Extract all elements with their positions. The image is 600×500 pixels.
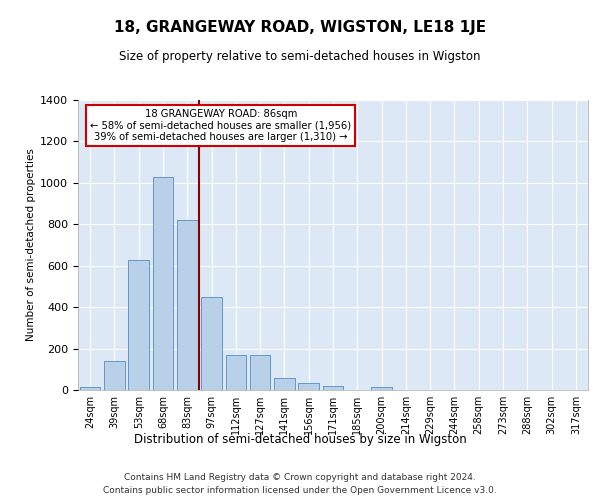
Bar (226, 355, 246, 390)
Bar (298, 383, 319, 390)
Y-axis label: Number of semi-detached properties: Number of semi-detached properties (26, 148, 36, 342)
Bar (371, 387, 392, 390)
Bar (226, 355, 246, 390)
Bar (323, 386, 343, 390)
Bar (250, 355, 271, 390)
Bar (152, 176, 173, 390)
Bar (250, 355, 271, 390)
Bar (201, 297, 222, 390)
Bar (128, 260, 149, 390)
Bar (274, 378, 295, 390)
Bar (298, 383, 319, 390)
Text: 18 GRANGEWAY ROAD: 86sqm
← 58% of semi-detached houses are smaller (1,956)
39% o: 18 GRANGEWAY ROAD: 86sqm ← 58% of semi-d… (90, 108, 352, 142)
Text: 18, GRANGEWAY ROAD, WIGSTON, LE18 1JE: 18, GRANGEWAY ROAD, WIGSTON, LE18 1JE (114, 20, 486, 35)
Text: Distribution of semi-detached houses by size in Wigston: Distribution of semi-detached houses by … (134, 432, 466, 446)
Bar (274, 378, 295, 390)
Bar (371, 387, 392, 390)
Bar (323, 386, 343, 390)
Bar (104, 361, 125, 390)
Bar (177, 220, 197, 390)
Text: Contains public sector information licensed under the Open Government Licence v3: Contains public sector information licen… (103, 486, 497, 495)
Bar (128, 260, 149, 390)
Bar (80, 387, 100, 390)
Text: Size of property relative to semi-detached houses in Wigston: Size of property relative to semi-detach… (119, 50, 481, 63)
Bar (152, 176, 173, 390)
Bar (201, 297, 222, 390)
Bar (104, 361, 125, 390)
Bar (80, 387, 100, 390)
Bar (177, 220, 197, 390)
Text: Contains HM Land Registry data © Crown copyright and database right 2024.: Contains HM Land Registry data © Crown c… (124, 472, 476, 482)
